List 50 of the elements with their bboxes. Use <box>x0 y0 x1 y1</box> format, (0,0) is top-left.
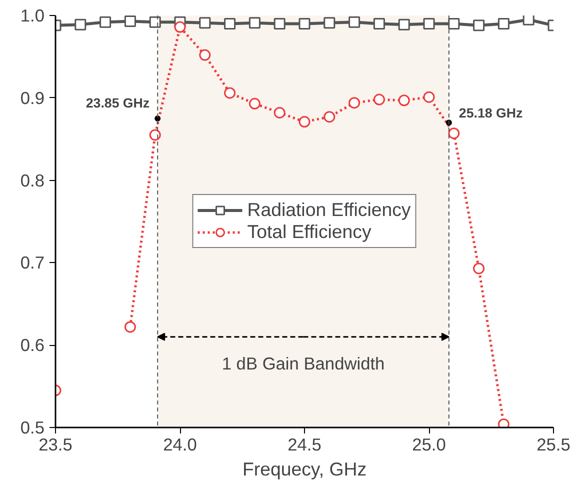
point <box>473 262 485 274</box>
point <box>149 16 161 28</box>
x-axis-title: Frequecy, GHz <box>242 458 367 480</box>
point <box>199 49 211 61</box>
point <box>448 128 460 140</box>
point <box>398 94 410 106</box>
y-tick-label: 0.7 <box>20 252 45 273</box>
point <box>398 18 410 30</box>
point <box>324 111 336 123</box>
point <box>224 87 236 99</box>
point <box>124 321 136 333</box>
point <box>423 18 435 30</box>
point <box>373 18 385 30</box>
point <box>348 97 360 109</box>
x-tick-label: 24.5 <box>288 434 322 454</box>
point <box>149 129 161 141</box>
legend-label: Total Efficiency <box>247 221 372 243</box>
point <box>199 17 211 29</box>
x-tick-label: 24.0 <box>163 434 197 454</box>
y-tick-label: 1.0 <box>20 6 45 26</box>
y-tick-label: 0.6 <box>20 335 45 356</box>
point <box>423 91 435 103</box>
point <box>498 18 510 30</box>
annotation: 23.85 GHz <box>86 96 150 110</box>
annotation: 25.18 GHz <box>458 106 523 121</box>
y-tick-label: 0.5 <box>20 418 45 438</box>
point <box>124 16 136 28</box>
point <box>248 17 260 29</box>
point <box>100 16 112 28</box>
point <box>274 18 286 30</box>
point <box>448 18 460 30</box>
point <box>522 16 534 26</box>
y-tick-label: 0.9 <box>20 88 45 108</box>
point <box>248 98 260 110</box>
point <box>473 20 485 32</box>
point <box>274 106 286 118</box>
point <box>298 116 310 128</box>
x-tick-label: 25.0 <box>412 434 446 454</box>
point <box>174 21 186 33</box>
point <box>74 18 86 30</box>
x-tick-label: 25.5 <box>536 434 570 454</box>
legend-label: Radiation Efficiency <box>247 199 411 221</box>
point <box>224 18 236 30</box>
point <box>373 94 385 106</box>
y-tick-label: 0.8 <box>20 170 45 190</box>
point <box>298 18 310 30</box>
x-tick-label: 23.5 <box>38 434 72 454</box>
point <box>348 16 360 28</box>
band-label: 1 dB Gain Bandwidth <box>222 353 385 374</box>
point <box>324 17 336 29</box>
